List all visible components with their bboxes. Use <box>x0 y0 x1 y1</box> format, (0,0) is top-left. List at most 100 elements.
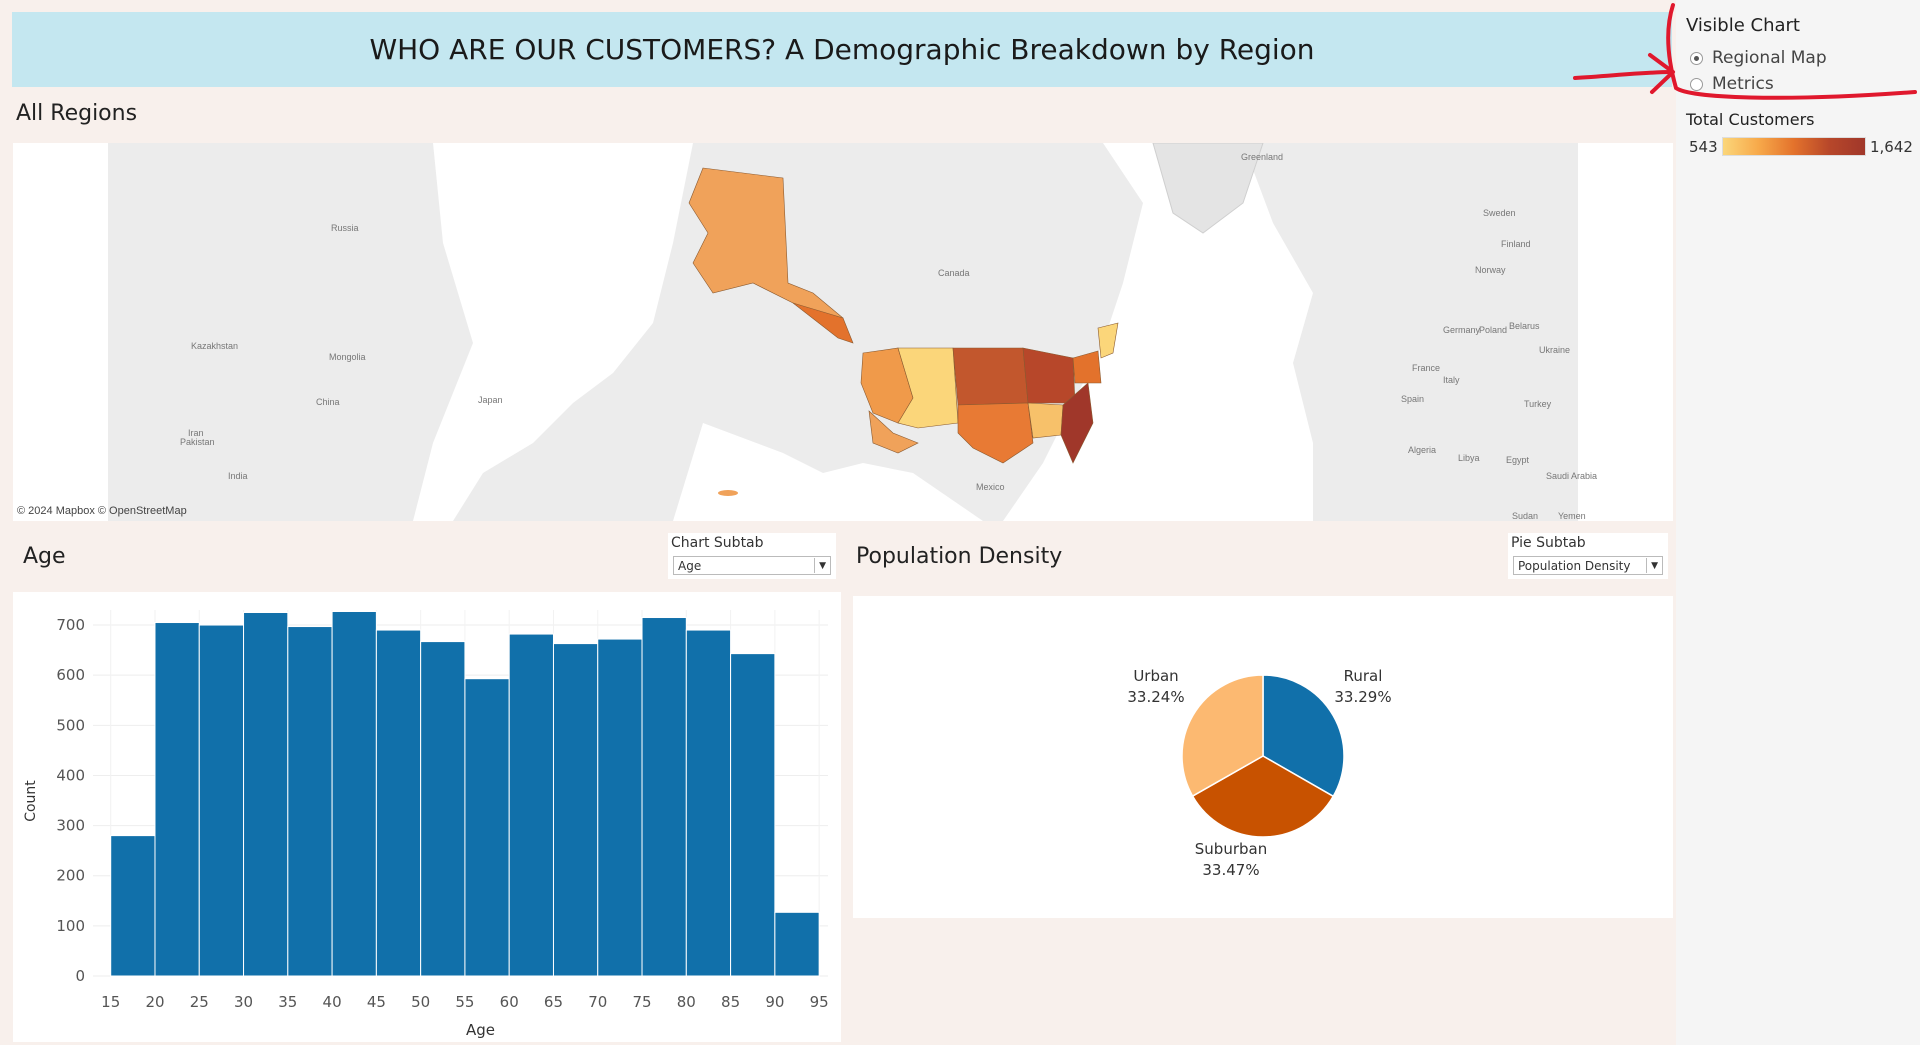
histogram-bar[interactable] <box>287 626 333 977</box>
pie-subtab-filter[interactable]: Pie Subtab Population Density ▼ <box>1508 533 1668 579</box>
pie-slice-percent: 33.24% <box>1127 688 1184 706</box>
alaska-panhandle[interactable] <box>792 302 854 344</box>
region-hawaii[interactable] <box>718 490 738 496</box>
region-east-south-central[interactable] <box>1027 402 1064 439</box>
legend-color-ramp <box>1722 137 1866 156</box>
legend-min-value: 543 <box>1689 138 1718 156</box>
histogram-bar[interactable] <box>375 629 422 977</box>
map-place-label: Pakistan <box>180 437 215 447</box>
map-place-label: Ukraine <box>1539 345 1570 355</box>
histogram-bar[interactable] <box>774 911 820 977</box>
radio-regional-map[interactable]: Regional Map <box>1690 48 1827 68</box>
radio-button-icon[interactable] <box>1690 77 1703 91</box>
region-california-south[interactable] <box>868 410 919 454</box>
y-tick-label: 100 <box>56 917 85 935</box>
pie-chart-svg: Rural 33.29% Suburban 33.47% Urban 33.24% <box>1127 667 1391 879</box>
histogram-bar[interactable] <box>420 641 466 977</box>
regional-map[interactable]: Russia Kazakhstan Mongolia China Japan Pakist… <box>13 143 1673 521</box>
histogram-bar[interactable] <box>198 624 245 977</box>
map-place-label: Turkey <box>1524 399 1552 409</box>
histogram-bar[interactable] <box>641 617 687 977</box>
gulf-ocean <box>673 423 983 521</box>
map-place-label: Iran <box>188 428 204 438</box>
x-tick-label: 90 <box>765 993 784 1011</box>
map-place-label: Russia <box>331 223 359 233</box>
x-tick-label: 80 <box>677 993 696 1011</box>
histogram-bar[interactable] <box>243 612 289 977</box>
y-tick-label: 0 <box>75 967 85 985</box>
radio-label[interactable]: Regional Map <box>1712 48 1827 68</box>
map-place-label: Finland <box>1501 239 1531 249</box>
map-place-label: Japan <box>478 395 503 405</box>
x-tick-label: 75 <box>632 993 651 1011</box>
histogram-bar[interactable] <box>110 835 156 977</box>
sidebar-panel <box>1676 0 1920 1045</box>
legend-max-value: 1,642 <box>1870 138 1913 156</box>
chart-subtab-value: Age <box>678 558 702 573</box>
x-tick-label: 25 <box>190 993 209 1011</box>
map-place-label: Kazakhstan <box>191 341 238 351</box>
x-tick-label: 30 <box>234 993 253 1011</box>
region-mid-atlantic[interactable] <box>1072 350 1102 384</box>
population-density-pie: Rural 33.29% Suburban 33.47% Urban 33.24% <box>853 596 1673 918</box>
chart-subtab-filter[interactable]: Chart Subtab Age ▼ <box>668 533 836 579</box>
pie-slice-percent: 33.47% <box>1202 861 1259 879</box>
x-tick-label: 20 <box>145 993 164 1011</box>
map-place-label: Mongolia <box>329 352 366 362</box>
map-place-label: Germany <box>1443 325 1481 335</box>
map-place-label: Canada <box>938 268 970 278</box>
pie-slice-urban[interactable] <box>1181 674 1264 798</box>
x-tick-label: 95 <box>810 993 829 1011</box>
histogram-bar[interactable] <box>597 638 643 977</box>
dashboard-title-bar: WHO ARE OUR CUSTOMERS? A Demographic Bre… <box>12 12 1672 87</box>
legend-title: Total Customers <box>1686 110 1815 129</box>
pie-slice-label: Urban <box>1133 667 1178 685</box>
histogram-bar[interactable] <box>552 643 599 977</box>
map-place-label: Saudi Arabia <box>1546 471 1597 481</box>
map-place-label: Mexico <box>976 482 1005 492</box>
age-section-title: Age <box>23 544 66 569</box>
chevron-down-icon[interactable]: ▼ <box>814 558 826 573</box>
histogram-bar[interactable] <box>730 653 776 977</box>
x-tick-label: 15 <box>101 993 120 1011</box>
pie-subtab-dropdown[interactable]: Population Density ▼ <box>1513 556 1663 575</box>
map-place-label: India <box>228 471 248 481</box>
population-section-title: Population Density <box>856 544 1063 569</box>
histogram-bar[interactable] <box>464 678 510 977</box>
map-place-label: Egypt <box>1506 455 1530 465</box>
map-place-label: Spain <box>1401 394 1424 404</box>
region-west-north-central[interactable] <box>952 347 1029 406</box>
radio-metrics[interactable]: Metrics <box>1690 74 1774 94</box>
histogram-bar[interactable] <box>508 633 554 977</box>
y-tick-label: 600 <box>56 666 85 684</box>
radio-label[interactable]: Metrics <box>1712 74 1774 94</box>
histogram-bar[interactable] <box>685 629 732 977</box>
x-tick-label: 70 <box>588 993 607 1011</box>
chart-subtab-label: Chart Subtab <box>671 535 764 551</box>
x-axis-label: Age <box>466 1021 495 1039</box>
pie-slice-rural[interactable] <box>1262 674 1345 798</box>
map-place-label: Sudan <box>1512 511 1538 521</box>
map-attribution: © 2024 Mapbox © OpenStreetMap <box>17 505 187 517</box>
y-tick-label: 200 <box>56 867 85 885</box>
region-south-atlantic[interactable] <box>1060 382 1094 464</box>
map-canvas[interactable]: Russia Kazakhstan Mongolia China Japan Pakist… <box>13 143 1673 521</box>
x-tick-label: 55 <box>455 993 474 1011</box>
age-histogram: 0 100 200 300 400 500 600 700 15 20 25 30 35 40 45 50 55… <box>13 592 841 1042</box>
x-tick-label: 60 <box>500 993 519 1011</box>
x-tick-label: 50 <box>411 993 430 1011</box>
y-tick-label: 400 <box>56 766 85 784</box>
pie-slice-percent: 33.29% <box>1334 688 1391 706</box>
y-axis-label: Count <box>23 780 39 822</box>
map-place-label: Italy <box>1443 375 1460 385</box>
chart-subtab-dropdown[interactable]: Age ▼ <box>673 556 831 575</box>
histogram-bar[interactable] <box>331 611 377 977</box>
radio-button-icon[interactable] <box>1690 51 1703 65</box>
histogram-bar[interactable] <box>154 622 200 977</box>
map-place-label: Belarus <box>1509 321 1540 331</box>
x-tick-label: 35 <box>278 993 297 1011</box>
visible-chart-title: Visible Chart <box>1686 15 1800 36</box>
region-new-england[interactable] <box>1097 322 1119 359</box>
map-place-label: France <box>1412 363 1440 373</box>
chevron-down-icon[interactable]: ▼ <box>1646 558 1658 573</box>
